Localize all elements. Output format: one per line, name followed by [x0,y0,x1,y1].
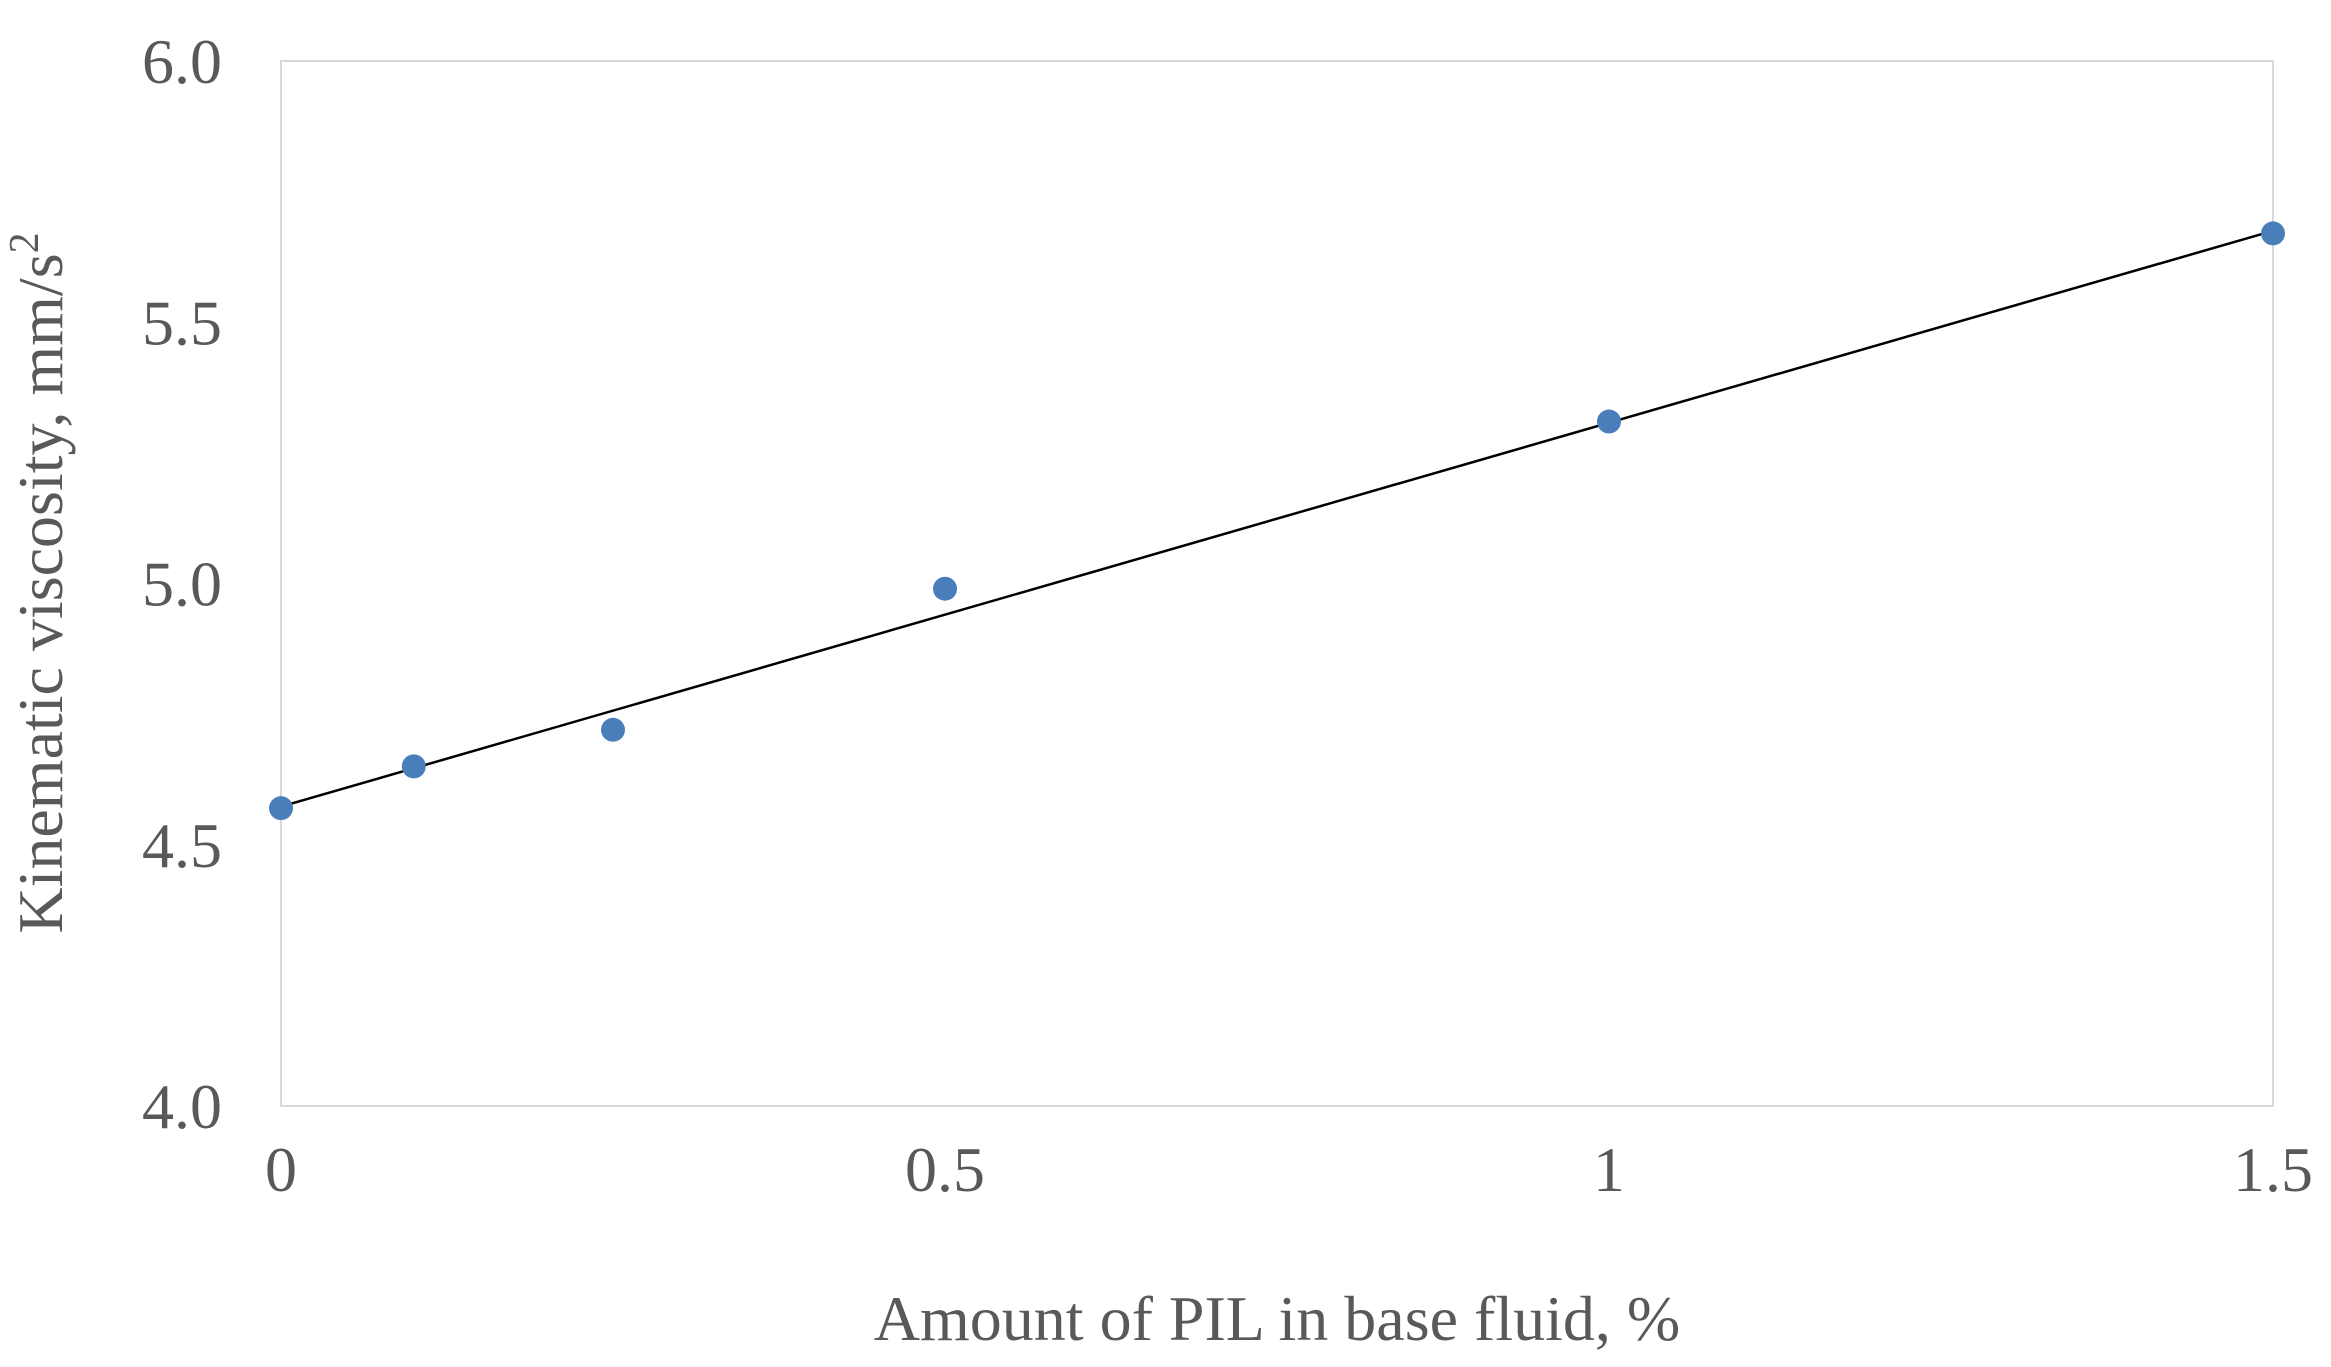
x-tick-label: 0 [265,1134,297,1205]
data-point [269,796,293,821]
plot-area-frame [280,60,2274,1107]
trendline [280,229,2274,808]
y-axis-title: Kinematic viscosity, mm/s2 [2,232,76,933]
data-points [269,221,2285,821]
y-tick-labels: 4.0 4.5 5.0 5.5 6.0 [142,26,222,1142]
x-tick-label: 1.5 [2233,1134,2313,1205]
y-tick-label: 5.5 [142,287,222,358]
data-point [1597,409,1621,434]
x-tick-label: 0.5 [905,1134,985,1205]
x-tick-labels: 0 0.5 1 1.5 [265,1134,2313,1205]
y-tick-label: 5.0 [142,549,222,620]
data-point [2261,221,2285,246]
y-tick-label: 4.5 [142,810,222,881]
x-tick-label: 1 [1593,1134,1625,1205]
data-point [601,717,625,742]
y-axis-title-superscript: 2 [2,232,48,253]
y-axis-title-text: Kinematic viscosity, mm/s [5,253,76,933]
y-tick-label: 6.0 [142,26,222,97]
x-axis-title: Amount of PIL in base fluid, % [874,1283,1680,1354]
data-point [401,754,426,779]
data-point [933,576,957,601]
y-tick-label: 4.0 [142,1071,222,1142]
